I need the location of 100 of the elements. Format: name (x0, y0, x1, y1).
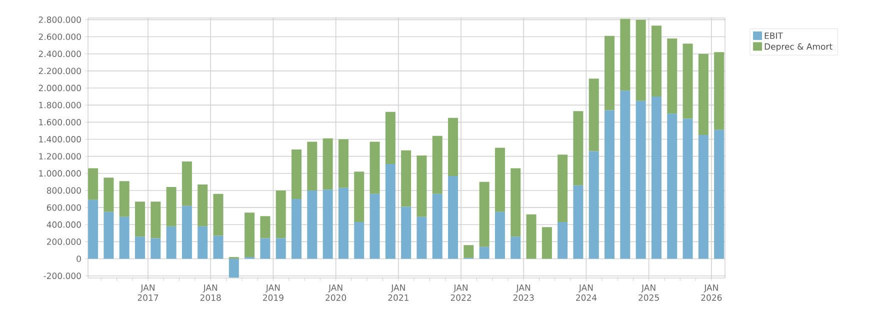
bar (104, 178, 114, 212)
bar (667, 114, 678, 259)
bar (213, 194, 224, 236)
bar (448, 118, 458, 176)
bar (119, 181, 130, 217)
bar (464, 245, 474, 258)
y-tick-label: 2.000.000 (38, 84, 81, 92)
bar (354, 222, 364, 259)
bar (166, 226, 176, 259)
bar (322, 190, 333, 259)
bar (198, 184, 208, 226)
y-tick-label: 2.600.000 (38, 34, 81, 40)
x-tick-label: JAN 2021 (388, 284, 408, 301)
bar (88, 168, 98, 200)
bar (385, 164, 396, 259)
bar (260, 216, 270, 238)
bar (714, 52, 724, 130)
bar (370, 142, 380, 194)
bar (401, 150, 412, 207)
bar (135, 202, 146, 237)
bar (416, 155, 427, 217)
x-tick-label: JAN 2022 (450, 284, 471, 301)
bar (228, 258, 239, 278)
bar (651, 96, 662, 259)
x-tick-label: JAN 2025 (638, 284, 659, 301)
bar (432, 194, 442, 259)
y-tick-label: 2.200.000 (38, 68, 81, 74)
bar (698, 134, 708, 259)
bar (636, 20, 646, 101)
bar (385, 112, 396, 164)
bar (292, 199, 302, 259)
x-tick-label: JAN 2018 (200, 284, 221, 301)
bar (182, 161, 192, 206)
bar (573, 185, 584, 259)
legend-label: Deprec & Amort (764, 43, 832, 52)
bar (604, 36, 615, 110)
bar (651, 26, 662, 97)
bar (432, 136, 442, 194)
bar (104, 212, 114, 259)
bar (182, 206, 192, 259)
bar (150, 238, 161, 259)
bar (698, 54, 708, 135)
bar (416, 216, 427, 259)
x-tick-label: JAN 2024 (576, 284, 597, 301)
bar (401, 206, 412, 259)
bar (260, 238, 270, 259)
y-tick-label: 1.000.000 (39, 170, 81, 177)
bar (573, 111, 584, 186)
bar (292, 149, 302, 200)
y-tick-label: 0 (76, 256, 81, 262)
bar (119, 216, 130, 259)
y-tick-label: 2.400.000 (38, 50, 81, 58)
x-tick-label: JAN 2023 (513, 284, 534, 301)
bar (479, 246, 490, 259)
y-tick-label: 1.600.000 (39, 118, 81, 126)
y-tick-label: 200.000 (46, 238, 81, 245)
bar (558, 154, 568, 222)
y-tick-label: 2.800.000 (38, 16, 81, 23)
y-tick-label: 800.000 (46, 187, 81, 194)
bar (198, 226, 208, 259)
bar (667, 38, 678, 114)
bar (338, 188, 348, 259)
y-tick-label: 1.400.000 (39, 136, 81, 142)
bar (510, 168, 521, 237)
bar (682, 44, 693, 119)
y-tick-label: 600.000 (46, 204, 81, 211)
bar (588, 78, 599, 152)
bar (510, 236, 521, 259)
bar (604, 110, 615, 259)
bar (494, 148, 505, 212)
y-tick-label: 400.000 (46, 221, 81, 228)
x-tick-label: JAN 2020 (326, 284, 346, 301)
bar (135, 236, 146, 259)
bar (448, 176, 458, 259)
x-tick-label: JAN 2019 (263, 284, 284, 301)
bar (588, 151, 599, 259)
bar (307, 190, 318, 259)
bar (558, 222, 568, 259)
bar (354, 172, 364, 222)
bar (307, 142, 318, 190)
bar (542, 227, 552, 259)
bar (620, 90, 630, 259)
bar (150, 202, 161, 238)
bar (714, 130, 724, 259)
bar (479, 182, 490, 247)
bar (213, 236, 224, 259)
x-tick-label: JAN 2017 (138, 284, 158, 301)
bar (370, 194, 380, 259)
x-tick-label: JAN 2026 (701, 284, 722, 301)
y-tick-label: 1.800.000 (39, 102, 81, 108)
bar (620, 18, 630, 91)
bar (526, 214, 536, 259)
bar (682, 118, 693, 259)
bar (276, 190, 286, 238)
y-tick-label: 1.200.000 (39, 153, 81, 160)
bar (88, 200, 98, 259)
bar (494, 212, 505, 259)
bar (322, 138, 333, 190)
bar (276, 238, 286, 259)
bar (636, 100, 646, 259)
